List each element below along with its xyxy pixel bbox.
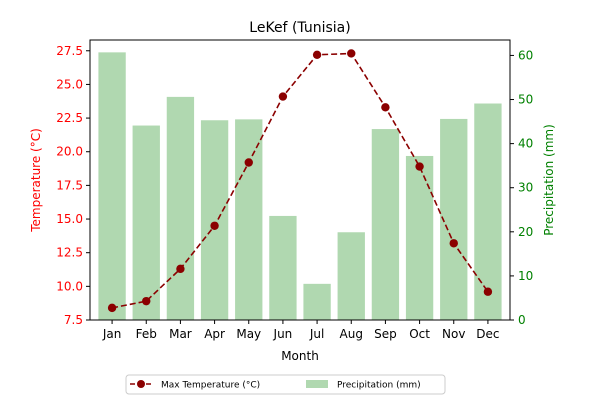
- x-tick-label: Jul: [309, 327, 324, 341]
- temperature-point-mar: [176, 264, 185, 274]
- x-tick-label: Apr: [204, 327, 225, 341]
- left-tick-label: 7.5: [64, 313, 83, 327]
- temperature-point-oct: [415, 162, 424, 171]
- precipitation-bar-apr: [200, 120, 229, 320]
- precipitation-bar-oct: [405, 155, 434, 320]
- precipitation-bar-may: [235, 119, 263, 320]
- legend-line-marker: [137, 380, 145, 388]
- x-tick-label: Nov: [442, 327, 465, 341]
- temperature-point-dec: [483, 287, 493, 296]
- left-tick-label: 25.0: [56, 77, 83, 91]
- chart-title: LeKef (Tunisia): [249, 20, 350, 36]
- legend-box: [125, 374, 446, 395]
- right-tick-label: 60: [518, 48, 533, 62]
- precipitation-bar-feb: [132, 125, 160, 320]
- temperature-series-line: [111, 52, 489, 309]
- temperature-point-jul: [312, 50, 322, 60]
- left-axis-label: Temperature (°C): [29, 128, 43, 233]
- precipitation-bar-mar: [166, 96, 195, 320]
- x-tick-label: Oct: [409, 327, 430, 341]
- legend: Max Temperature (°C) Precipitation (mm): [125, 374, 446, 395]
- temperature-point-nov: [449, 239, 458, 248]
- x-axis-label: Month: [281, 349, 319, 363]
- x-tick-label: Aug: [340, 327, 363, 341]
- temperature-point-jan: [107, 303, 117, 313]
- right-tick-label: 30: [518, 181, 533, 195]
- plot-frame: [89, 39, 511, 321]
- legend-temperature-label: Max Temperature (°C): [161, 381, 260, 391]
- temperature-point-jun: [278, 92, 288, 101]
- temperature-point-apr: [210, 221, 219, 230]
- right-axis-label: Precipitation (mm): [542, 124, 556, 236]
- left-tick-label: 20.0: [56, 145, 83, 159]
- right-tick-label: 0: [518, 313, 526, 327]
- left-tick-label: 22.5: [56, 111, 83, 125]
- left-tick-label: 17.5: [56, 178, 83, 192]
- precipitation-bar-jan: [98, 52, 126, 320]
- left-tick-label: 27.5: [56, 44, 83, 58]
- left-tick-label: 10.0: [56, 279, 83, 293]
- left-tick-label: 12.5: [56, 246, 83, 260]
- legend-precipitation-label: Precipitation (mm): [337, 381, 421, 391]
- temperature-point-aug: [347, 49, 356, 58]
- x-tick-label: Feb: [136, 327, 157, 341]
- x-tick-label: May: [236, 327, 261, 341]
- right-tick-label: 10: [518, 269, 533, 283]
- x-tick-label: Jun: [273, 327, 293, 341]
- temperature-line: [107, 49, 493, 313]
- right-axis-ticks: 0 10 20 30 40 50 60: [510, 48, 533, 327]
- x-axis-ticks: Jan Feb Mar Apr May Jun Jul Aug Sep Oct Nov Dec: [102, 320, 500, 341]
- x-tick-label: Sep: [374, 327, 397, 341]
- precipitation-bar-jul: [303, 283, 331, 320]
- precipitation-bar-dec: [474, 103, 502, 320]
- right-tick-label: 50: [518, 93, 533, 107]
- left-axis-ticks: 7.5 10.0 12.5 15.0 17.5 20.0 22.5 25.0 27.5: [56, 44, 90, 327]
- precipitation-bar-sep: [371, 129, 400, 320]
- left-tick-label: 15.0: [56, 212, 83, 226]
- temperature-point-may: [244, 158, 253, 167]
- x-tick-label: Mar: [169, 327, 192, 341]
- legend-bar-swatch: [306, 380, 328, 388]
- temperature-point-sep: [381, 103, 390, 112]
- precipitation-bar-jun: [269, 215, 297, 320]
- right-tick-label: 40: [518, 137, 533, 151]
- precipitation-bar-nov: [440, 118, 468, 320]
- precipitation-bars: [98, 52, 502, 320]
- x-tick-label: Dec: [476, 327, 499, 341]
- precipitation-bar-aug: [337, 232, 365, 320]
- temperature-point-feb: [142, 296, 151, 306]
- x-tick-label: Jan: [102, 327, 122, 341]
- right-tick-label: 20: [518, 225, 533, 239]
